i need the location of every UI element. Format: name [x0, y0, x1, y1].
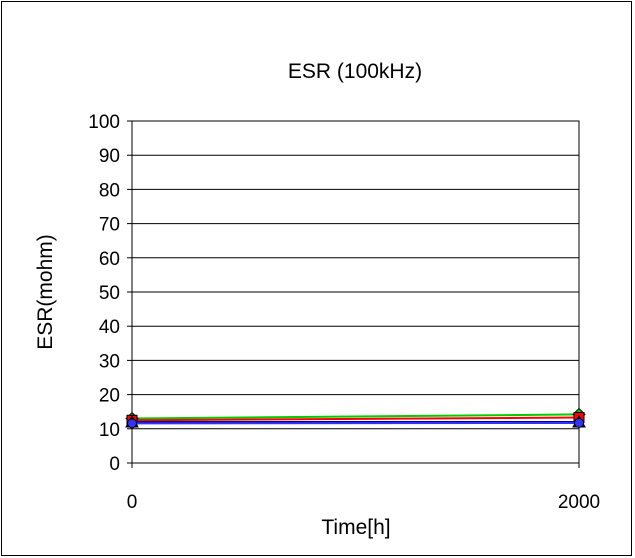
- y-tick-label: 80: [99, 180, 120, 201]
- y-tick-label: 40: [99, 317, 120, 338]
- x-axis-ticks: 0 2000: [127, 463, 600, 513]
- y-tick-label: 90: [99, 146, 120, 167]
- chart-title: ESR (100kHz): [288, 60, 422, 83]
- x-axis-label: Time[h]: [321, 516, 390, 539]
- y-tick-label: 0: [109, 454, 120, 475]
- y-tick-label: 70: [99, 215, 120, 236]
- data-point-3-1: [574, 417, 584, 428]
- y-tick-label: 100: [88, 112, 120, 133]
- y-tick-label: 20: [99, 386, 120, 407]
- series-layer: [125, 407, 586, 429]
- y-axis-label: ESR(mohm): [34, 234, 57, 350]
- series-3: [127, 417, 584, 429]
- series-line-1: [131, 416, 580, 422]
- y-tick-label: 60: [99, 249, 120, 270]
- series-line-0: [131, 413, 580, 420]
- x-tick-label: 2000: [558, 492, 600, 513]
- data-point-3-0: [127, 418, 137, 429]
- y-tick-label: 30: [99, 351, 120, 372]
- y-axis-ticks: 0 10 20 30 40 50 60 70 80 90 100: [88, 112, 132, 475]
- y-tick-label: 50: [99, 283, 120, 304]
- grid-lines: [132, 154, 579, 430]
- y-tick-label: 10: [99, 420, 120, 441]
- x-tick-label: 0: [127, 492, 138, 513]
